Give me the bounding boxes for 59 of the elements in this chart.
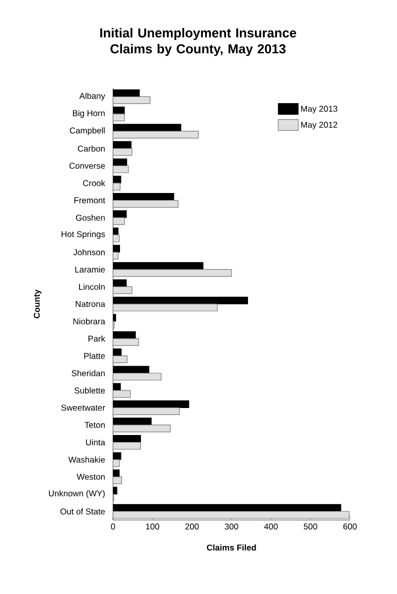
y-tick-label: Johnson [73, 249, 105, 256]
bar [113, 424, 171, 432]
y-tick-label: Teton [84, 422, 105, 428]
bar [113, 114, 125, 122]
x-axis-title: Claims Filed [206, 544, 256, 551]
y-tick-label: Big Horn [72, 110, 105, 118]
bar [113, 217, 125, 225]
y-tick-label: Weston [76, 474, 105, 480]
bar [113, 182, 120, 190]
y-tick-label: Sublette [74, 387, 105, 394]
y-tick-label: Washakie [68, 456, 105, 463]
x-tick-label: 300 [224, 524, 238, 530]
y-tick-label: Uinta [86, 439, 106, 446]
legend-label: May 2012 [301, 122, 338, 130]
bar [113, 200, 178, 208]
bar [113, 338, 139, 346]
bar [113, 442, 141, 450]
bar [113, 459, 120, 467]
bar [113, 148, 132, 156]
y-tick-label: Sweetwater [61, 404, 106, 411]
y-tick-label: Lincoln [79, 284, 105, 290]
y-tick-label: Goshen [76, 214, 105, 221]
y-tick-label: Albany [79, 92, 106, 101]
bar [113, 407, 180, 415]
legend-label: May 2013 [301, 106, 338, 114]
bar [113, 96, 150, 104]
y-tick-label: Out of State [60, 508, 105, 514]
bar [113, 304, 218, 312]
x-tick-label: 200 [185, 524, 199, 530]
y-tick-label: Laramie [75, 266, 105, 273]
bar [113, 390, 131, 398]
chart-title: Initial Unemployment Insurance Claims by County, May 2013 [100, 28, 296, 56]
bar [113, 252, 118, 260]
x-tick-label: 500 [304, 524, 318, 530]
bar [113, 165, 129, 174]
y-tick-label: Sheridan [72, 370, 105, 376]
bar [113, 356, 128, 364]
bar [113, 269, 232, 277]
y-tick-label: Park [88, 335, 106, 342]
bar [113, 476, 122, 484]
y-tick-label: Unknown (WY) [48, 490, 105, 498]
y-tick-label: Niobrara [73, 318, 106, 324]
x-tick-label: 600 [343, 524, 357, 530]
y-tick-label: Fremont [74, 197, 106, 204]
y-tick-label: Natrona [76, 301, 106, 307]
x-tick-label: 100 [146, 524, 160, 530]
y-tick-label: Carbon [78, 145, 105, 152]
x-tick-label: 0 [110, 524, 116, 530]
y-tick-label: Crook [83, 180, 106, 186]
y-tick-label: Converse [69, 162, 105, 169]
y-tick-label: Campbell [70, 127, 105, 136]
y-axis-title: County [34, 289, 42, 318]
bar [113, 130, 199, 139]
x-tick-label: 400 [264, 524, 278, 530]
bar [113, 372, 162, 380]
y-tick-label: Hot Springs [62, 230, 105, 239]
bar [113, 234, 120, 242]
bar [113, 286, 132, 294]
y-tick-label: Platte [84, 352, 105, 359]
